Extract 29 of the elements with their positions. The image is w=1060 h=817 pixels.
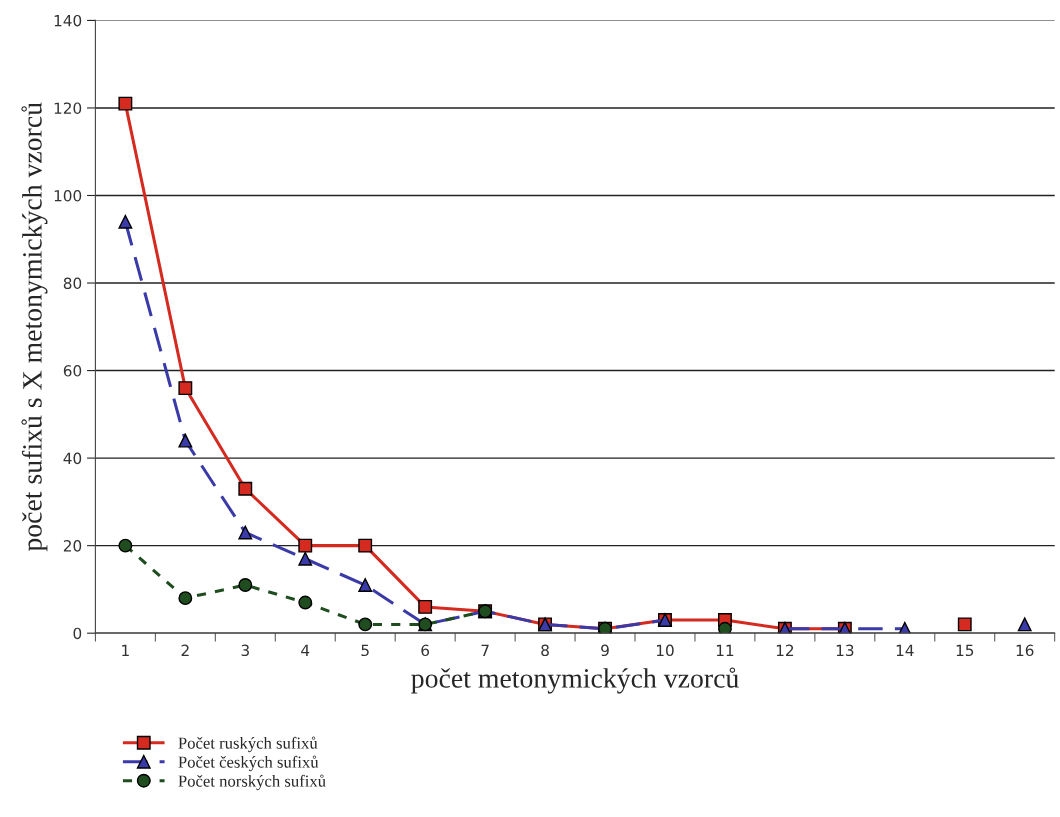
x-tick-label: 14 xyxy=(896,644,914,656)
legend-label: Počet norských sufixů xyxy=(178,774,326,791)
y-tick-label: 80 xyxy=(63,277,82,290)
y-tick-label: 120 xyxy=(54,102,82,114)
y-tick-label: 40 xyxy=(63,452,82,465)
y-tick-label: 100 xyxy=(54,189,82,202)
x-tick-label: 11 xyxy=(716,644,734,656)
x-tick-label: 15 xyxy=(956,644,974,657)
x-tick-label: 2 xyxy=(181,644,189,656)
x-tick-label: 6 xyxy=(421,644,430,657)
x-tick-label: 8 xyxy=(541,644,549,657)
y-tick-label: 20 xyxy=(63,540,82,552)
y-axis-title: počet sufixů s X metonymických vzorců xyxy=(21,102,48,552)
y-tick-label: 0 xyxy=(73,627,82,640)
x-tick-label: 5 xyxy=(361,644,369,657)
y-tick-label: 60 xyxy=(63,365,82,377)
x-tick-label: 7 xyxy=(481,644,489,656)
x-tick-label: 1 xyxy=(122,644,129,656)
x-tick-label: 3 xyxy=(241,644,249,657)
x-tick-label: 13 xyxy=(836,644,854,657)
y-tick-label: 140 xyxy=(54,14,82,27)
legend-label: Počet ruských sufixů xyxy=(178,736,318,753)
x-tick-label: 9 xyxy=(601,644,609,657)
x-tick-label: 10 xyxy=(656,644,674,657)
x-tick-label: 16 xyxy=(1016,644,1034,657)
x-axis-title: počet metonymických vzorců xyxy=(411,667,739,694)
x-tick-label: 4 xyxy=(301,644,310,656)
legend-label: Počet českých sufixů xyxy=(178,755,319,772)
x-tick-label: 12 xyxy=(776,644,794,656)
